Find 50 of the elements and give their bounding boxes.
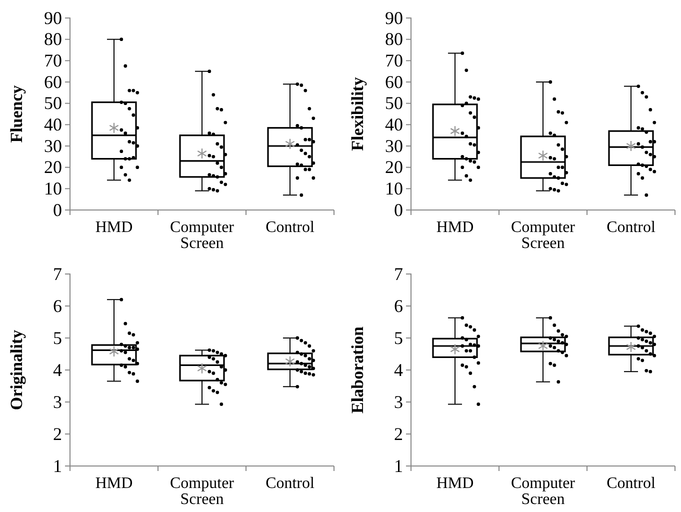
y-tick-label: 5 (53, 328, 62, 348)
y-tick-label: 80 (385, 29, 403, 50)
y-tick-label: 80 (44, 29, 62, 50)
x-tick-label: Control (266, 475, 315, 492)
y-tick-label: 90 (44, 8, 62, 28)
y-tick-label: 2 (394, 424, 403, 444)
x-tick-label: Control (606, 475, 656, 492)
x-tick-label: HMD (95, 219, 133, 236)
y-tick-label: 60 (44, 72, 62, 92)
x-tick-label: Computer Screen (170, 219, 235, 252)
y-tick-label: 40 (44, 114, 62, 134)
x-tick-label: HMD (436, 219, 474, 236)
y-tick-label: 6 (53, 296, 62, 316)
y-tick-label: 50 (44, 93, 62, 114)
y-axis-title: Elaboration (348, 326, 367, 414)
y-axis-title: Originality (7, 329, 26, 410)
x-tick-label: Computer Screen (511, 219, 576, 252)
y-tick-label: 2 (53, 424, 62, 444)
y-tick-label: 7 (53, 264, 62, 284)
y-tick-label: 5 (394, 328, 403, 348)
x-tick-label: Computer Screen (170, 475, 235, 508)
y-tick-label: 20 (44, 157, 62, 178)
y-axis-title: Flexibility (348, 76, 367, 151)
y-tick-label: 30 (44, 136, 62, 156)
y-tick-label: 40 (385, 114, 403, 134)
y-tick-label: 1 (53, 456, 62, 476)
y-tick-label: 6 (394, 296, 403, 316)
x-tick-label: Control (606, 219, 656, 236)
y-tick-label: 0 (53, 200, 62, 220)
y-tick-label: 4 (53, 360, 62, 380)
y-tick-label: 70 (385, 50, 403, 70)
y-tick-label: 60 (385, 72, 403, 92)
y-tick-label: 70 (44, 50, 62, 70)
y-tick-label: 30 (385, 136, 403, 156)
y-tick-label: 50 (385, 93, 403, 114)
y-tick-label: 4 (394, 360, 403, 380)
y-tick-label: 7 (394, 264, 403, 284)
y-tick-label: 10 (44, 178, 62, 198)
y-axis-title: Fluency (7, 84, 26, 143)
y-tick-label: 20 (385, 157, 403, 178)
y-tick-label: 3 (53, 392, 62, 412)
y-tick-label: 90 (385, 8, 403, 28)
y-tick-label: 3 (394, 392, 403, 412)
x-tick-label: HMD (436, 475, 474, 492)
x-tick-label: HMD (95, 475, 133, 492)
y-tick-label: 10 (385, 178, 403, 198)
y-tick-label: 1 (394, 456, 403, 476)
y-tick-label: 0 (394, 200, 403, 220)
x-tick-label: Computer Screen (511, 475, 576, 508)
x-tick-label: Control (266, 219, 315, 236)
